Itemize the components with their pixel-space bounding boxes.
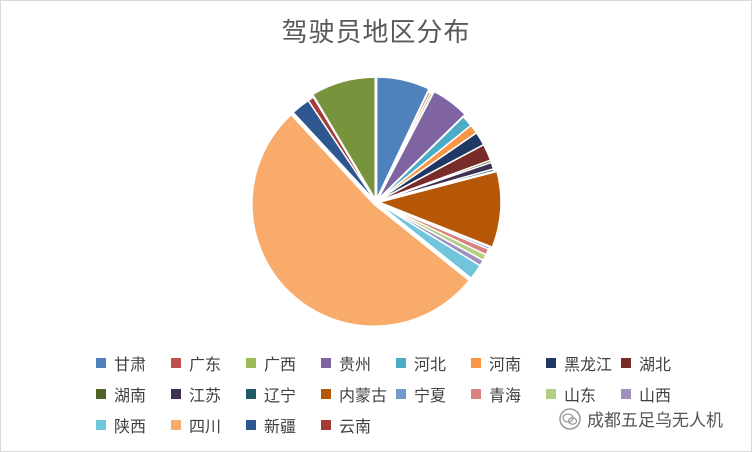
legend-swatch bbox=[471, 358, 481, 368]
legend-label: 广东 bbox=[189, 355, 222, 374]
legend-item: 四川 bbox=[171, 414, 246, 436]
legend-item: 甘肃 bbox=[96, 352, 171, 374]
pie-slice-unlabeled bbox=[311, 76, 376, 202]
legend-label: 山东 bbox=[564, 386, 597, 405]
legend-item: 广西 bbox=[246, 352, 321, 374]
legend-item: 新疆 bbox=[246, 414, 321, 436]
legend-label: 内蒙古 bbox=[339, 386, 388, 405]
legend-label: 云南 bbox=[339, 417, 372, 436]
legend-item: 广东 bbox=[171, 352, 246, 374]
legend: 甘肃 广东 广西 贵州 河北 河南 黑龙江 湖北湖南 江苏 辽宁 内蒙古 宁夏 青海 山东 山西陕西 四川 新疆… bbox=[96, 352, 696, 436]
legend-swatch bbox=[546, 389, 556, 399]
legend-item: 河南 bbox=[471, 352, 546, 374]
legend-swatch bbox=[171, 420, 181, 430]
legend-item: 湖南 bbox=[96, 383, 171, 405]
legend-label: 甘肃 bbox=[114, 355, 147, 374]
legend-label: 湖南 bbox=[114, 386, 147, 405]
legend-swatch bbox=[321, 389, 331, 399]
legend-swatch bbox=[471, 389, 481, 399]
pie-slice-云南 bbox=[307, 96, 377, 203]
legend-label: 辽宁 bbox=[264, 386, 297, 405]
legend-swatch bbox=[396, 358, 406, 368]
legend-label: 江苏 bbox=[189, 386, 222, 405]
legend-swatch bbox=[246, 358, 256, 368]
legend-label: 黑龙江 bbox=[564, 355, 613, 374]
legend-item: 湖北 bbox=[621, 352, 696, 374]
legend-item: 黑龙江 bbox=[546, 352, 621, 374]
legend-swatch bbox=[321, 420, 331, 430]
legend-item: 山东 bbox=[546, 383, 621, 405]
legend-label: 湖北 bbox=[639, 355, 672, 374]
legend-label: 四川 bbox=[189, 417, 222, 436]
pie-slice-贵州 bbox=[377, 90, 467, 201]
legend-swatch bbox=[546, 358, 556, 368]
legend-label: 陕西 bbox=[114, 417, 147, 436]
legend-label: 新疆 bbox=[264, 417, 297, 436]
pie-slice-内蒙古 bbox=[376, 170, 502, 249]
legend-swatch bbox=[246, 420, 256, 430]
legend-item: 山西 bbox=[621, 383, 696, 405]
legend-label: 山西 bbox=[639, 386, 672, 405]
pie-slice-陕西 bbox=[375, 201, 482, 280]
legend-swatch bbox=[621, 389, 631, 399]
legend-label: 贵州 bbox=[339, 355, 372, 374]
watermark: 成都五足乌无人机 bbox=[555, 404, 727, 433]
legend-item: 云南 bbox=[321, 414, 396, 436]
legend-item: 江苏 bbox=[171, 383, 246, 405]
legend-item: 河北 bbox=[396, 352, 471, 374]
legend-swatch bbox=[246, 389, 256, 399]
legend-label: 宁夏 bbox=[414, 386, 447, 405]
legend-item: 贵州 bbox=[321, 352, 396, 374]
legend-label: 河南 bbox=[489, 355, 522, 374]
pie-slice-辽宁 bbox=[375, 168, 495, 203]
legend-item: 宁夏 bbox=[396, 383, 471, 405]
legend-swatch bbox=[171, 389, 181, 399]
legend-item: 陕西 bbox=[96, 414, 171, 436]
legend-swatch bbox=[96, 358, 106, 368]
pie-slice-四川 bbox=[251, 113, 471, 327]
legend-swatch bbox=[321, 358, 331, 368]
legend-item: 青海 bbox=[471, 383, 546, 405]
legend-label: 青海 bbox=[489, 386, 522, 405]
legend-swatch bbox=[396, 389, 406, 399]
chart-title: 驾驶员地区分布 bbox=[281, 18, 471, 48]
legend-swatch bbox=[96, 420, 106, 430]
legend-swatch bbox=[96, 389, 106, 399]
legend-item: 辽宁 bbox=[246, 383, 321, 405]
legend-label: 河北 bbox=[414, 355, 447, 374]
legend-item: 内蒙古 bbox=[321, 383, 396, 405]
wechat-icon bbox=[559, 407, 581, 430]
pie-slice-甘肃 bbox=[375, 76, 430, 200]
legend-label: 广西 bbox=[264, 355, 297, 374]
watermark-text: 成都五足乌无人机 bbox=[587, 411, 723, 431]
legend-swatch bbox=[621, 358, 631, 368]
legend-swatch bbox=[171, 358, 181, 368]
